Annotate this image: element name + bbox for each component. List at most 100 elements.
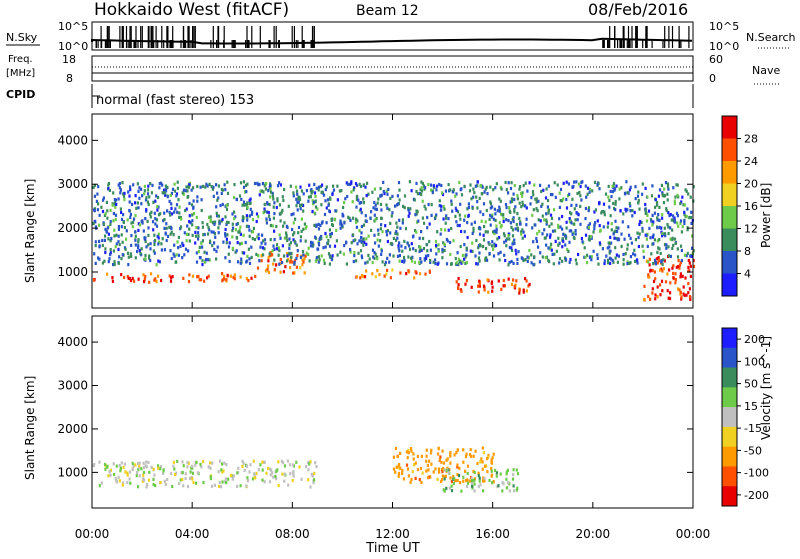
heatmap-cell	[489, 200, 492, 204]
heatmap-cell	[533, 255, 536, 259]
heatmap-cell	[267, 189, 270, 193]
heatmap-cell	[491, 240, 494, 244]
heatmap-cell	[371, 190, 374, 194]
heatmap-cell	[278, 233, 281, 237]
heatmap-cell	[283, 479, 286, 483]
heatmap-cell	[508, 206, 511, 210]
heatmap-cell	[290, 213, 293, 217]
heatmap-cell	[240, 241, 244, 245]
x-tick-label: 20:00	[576, 527, 611, 541]
heatmap-cell	[458, 180, 461, 185]
heatmap-cell	[170, 212, 174, 216]
heatmap-cell	[683, 203, 686, 207]
heatmap-cell	[410, 256, 413, 260]
heatmap-cell	[323, 212, 327, 217]
heatmap-cell	[153, 278, 156, 282]
heatmap-cell	[521, 228, 524, 232]
heatmap-cell	[349, 250, 352, 254]
heatmap-cell	[550, 216, 554, 220]
heatmap-cell	[236, 241, 239, 245]
heatmap-cell	[561, 259, 564, 263]
heatmap-cell	[163, 191, 166, 195]
heatmap-cell	[646, 244, 649, 248]
heatmap-cell	[107, 187, 110, 191]
heatmap-cell	[362, 243, 365, 247]
heatmap-cell	[164, 483, 167, 487]
heatmap-cell	[162, 468, 165, 472]
heatmap-cell	[118, 186, 121, 190]
heatmap-cell	[174, 473, 177, 477]
heatmap-cell	[505, 206, 508, 210]
heatmap-cell	[258, 193, 261, 197]
heatmap-cell	[267, 259, 270, 263]
heatmap-cell	[302, 192, 305, 196]
heatmap-cell	[210, 484, 214, 488]
heatmap-cell	[572, 236, 575, 240]
y-tick-label: 3000	[57, 177, 88, 191]
heatmap-cell	[408, 180, 411, 184]
heatmap-cell	[144, 274, 147, 278]
heatmap-cell	[422, 247, 426, 251]
heatmap-cell	[285, 235, 288, 239]
heatmap-cell	[140, 202, 143, 206]
heatmap-cell	[534, 197, 537, 201]
heatmap-cell	[516, 212, 519, 216]
heatmap-cell	[269, 190, 273, 194]
heatmap-cell	[188, 476, 192, 480]
heatmap-cell	[510, 181, 513, 185]
heatmap-cell	[301, 263, 304, 267]
heatmap-cell	[259, 463, 262, 467]
heatmap-cell	[305, 189, 308, 193]
heatmap-cell	[130, 243, 133, 247]
heatmap-cell	[215, 257, 218, 261]
heatmap-cell	[257, 183, 260, 187]
heatmap-cell	[319, 184, 322, 189]
heatmap-cell	[478, 284, 481, 288]
heatmap-cell	[610, 241, 613, 245]
heatmap-cell	[512, 468, 515, 472]
heatmap-cell	[682, 285, 685, 289]
heatmap-cell	[435, 188, 438, 192]
heatmap-cell	[237, 466, 240, 470]
heatmap-cell	[660, 279, 664, 283]
heatmap-cell	[411, 255, 414, 259]
heatmap-cell	[329, 235, 332, 239]
heatmap-cell	[377, 197, 380, 201]
heatmap-cell	[495, 471, 498, 475]
heatmap-cell	[173, 243, 176, 247]
heatmap-cell	[594, 221, 597, 225]
heatmap-cell	[93, 252, 96, 256]
heatmap-cell	[163, 226, 166, 230]
heatmap-cell	[112, 211, 115, 216]
heatmap-cell	[437, 467, 440, 471]
heatmap-cell	[677, 287, 680, 291]
heatmap-cell	[492, 188, 495, 192]
heatmap-cell	[120, 461, 123, 465]
heatmap-cell	[654, 297, 657, 301]
heatmap-cell	[477, 290, 480, 294]
heatmap-cell	[443, 475, 446, 479]
heatmap-cell	[353, 251, 356, 255]
heatmap-cell	[123, 275, 126, 279]
heatmap-cell	[259, 245, 262, 249]
heatmap-cell	[257, 215, 260, 219]
heatmap-cell	[584, 255, 587, 259]
heatmap-cell	[592, 230, 595, 234]
heatmap-cell	[628, 188, 631, 192]
heatmap-cell	[209, 215, 212, 219]
heatmap-cell	[483, 476, 486, 481]
heatmap-cell	[247, 224, 250, 229]
heatmap-cell	[494, 186, 497, 190]
heatmap-cell	[179, 227, 182, 231]
heatmap-cell	[426, 249, 429, 253]
heatmap-cell	[260, 259, 263, 263]
heatmap-cell	[687, 291, 690, 295]
heatmap-cell	[197, 226, 200, 230]
heatmap-cell	[271, 194, 274, 198]
heatmap-cell	[479, 483, 482, 487]
heatmap-cell	[672, 264, 675, 268]
heatmap-cell	[650, 194, 654, 198]
heatmap-cell	[273, 212, 276, 216]
heatmap-cell	[187, 280, 191, 284]
heatmap-cell	[685, 293, 688, 297]
